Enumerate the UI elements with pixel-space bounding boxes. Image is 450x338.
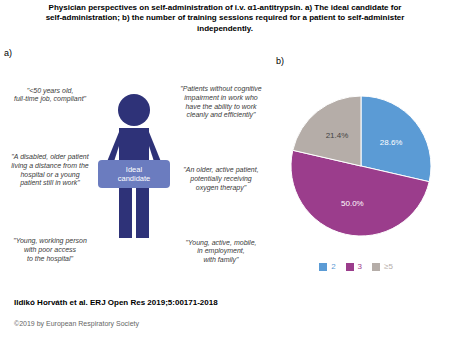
- html-text:2: 2: [331, 262, 336, 271]
- html-text:"An older, active patient, pot: "An older, active patient, potentially r…: [183, 166, 259, 191]
- html-text:©2019 by European Respiratory: ©2019 by European Respiratory Society: [14, 320, 139, 327]
- html-text:Ildikó Horváth et al. ERJ Open: Ildikó Horváth et al. ERJ Open Res 2019;…: [14, 298, 218, 307]
- svg-text:50.0%: 50.0%: [341, 199, 364, 208]
- svg-text:21.4%: 21.4%: [326, 131, 349, 140]
- html-text:"Young, active, mobile, in emp: "Young, active, mobile, in employment, w…: [185, 238, 257, 264]
- html-text:"A disabled, older patient liv: "A disabled, older patient living a dist…: [11, 153, 89, 187]
- svg-text:Idealcandidate: Idealcandidate: [118, 165, 151, 183]
- html-text:Physician perspectives on self: Physician perspectives on self-administr…: [45, 3, 405, 33]
- html-text:a): a): [4, 48, 12, 58]
- html-text:"Young, working person with po: "Young, working person with poor access …: [13, 237, 87, 262]
- html-text:b): b): [276, 56, 284, 66]
- html-text:"Patients without cognitive im: "Patients without cognitive impairment i…: [180, 85, 262, 119]
- html-text:3: 3: [357, 262, 362, 271]
- svg-text:28.6%: 28.6%: [380, 138, 403, 147]
- html-text:≥5: ≥5: [384, 262, 393, 271]
- html-text:"<50 years old, full-time job,: "<50 years old, full-time job, compliant…: [13, 86, 87, 103]
